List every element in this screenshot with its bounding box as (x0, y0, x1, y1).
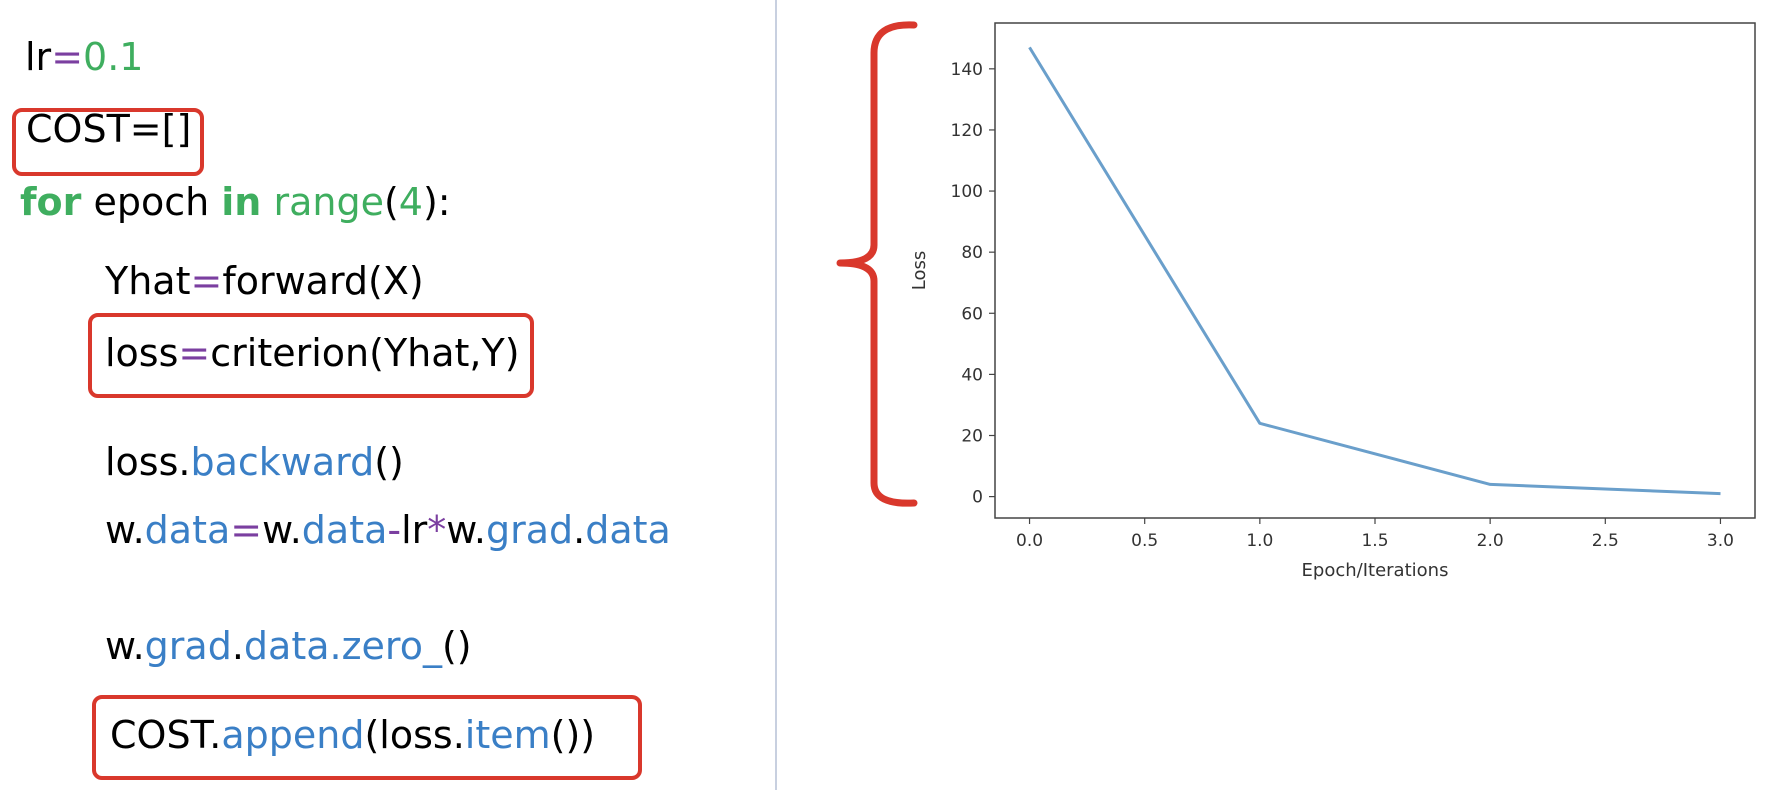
highlight-box-cost (12, 108, 204, 176)
x-tick-label: 1.0 (1246, 531, 1273, 551)
code-token: w. (446, 508, 486, 552)
code-token: 0.1 (83, 35, 144, 79)
code-line-cost: COST=[] (26, 110, 191, 148)
code-line-append: COST.append(loss.item()) (110, 716, 595, 754)
x-tick-label: 0.0 (1016, 531, 1043, 551)
code-line-update: w.data=w.data-lr*w.grad.data (105, 511, 671, 549)
code-token: loss (105, 331, 179, 375)
loss-line (1028, 46, 1721, 496)
highlight-box-append (92, 695, 642, 780)
code-token: () (374, 440, 404, 484)
y-tick-label: 80 (961, 243, 983, 263)
highlight-box-loss (88, 313, 534, 398)
code-token: loss. (105, 440, 191, 484)
code-token (261, 180, 273, 224)
code-token: = (178, 331, 211, 375)
code-token: data (585, 508, 671, 552)
code-token: range (273, 180, 384, 224)
y-tick-label: 0 (972, 488, 983, 508)
code-token: = (230, 508, 263, 552)
code-token: criterion(Yhat,Y) (210, 331, 520, 375)
code-token: () (441, 624, 472, 668)
y-tick-label: 20 (961, 427, 983, 447)
code-line-backward: loss.backward() (105, 443, 404, 481)
x-axis-label: Epoch/Iterations (1302, 560, 1449, 581)
y-axis-label: Loss (909, 251, 930, 290)
curly-brace-path (836, 21, 918, 507)
code-token: w. (262, 508, 302, 552)
x-tick-label: 0.5 (1131, 531, 1158, 551)
code-token: data (144, 508, 231, 552)
code-token: grad (485, 508, 574, 552)
code-token: COST=[] (26, 107, 192, 151)
chart-axes: 0 20 40 60 80 100 120 140 0.0 0.5 1.0 1.5 2.0 2.5 3.0 E… (909, 22, 1756, 581)
code-line-yhat: Yhat=forward(X) (105, 262, 424, 300)
code-token: grad (144, 624, 232, 668)
code-token: data (301, 508, 388, 552)
code-token: ( (383, 180, 399, 224)
code-token: for (20, 180, 82, 224)
code-token: Yhat (105, 259, 191, 303)
loss-chart: 0 20 40 60 80 100 120 140 0.0 0.5 1.0 1.5 2.0 2.5 3.0 E… (909, 22, 1756, 581)
code-line-lr: lr=0.1 (25, 38, 143, 76)
code-token: * (427, 508, 447, 552)
code-token: data.zero_ (243, 624, 442, 668)
code-token: w. (105, 624, 145, 668)
code-token: append (221, 713, 365, 757)
x-tick-label: 2.0 (1477, 531, 1504, 551)
y-tick-label: 100 (951, 182, 983, 202)
code-token: (loss. (364, 713, 465, 757)
curly-brace (836, 21, 918, 507)
plot-frame (994, 22, 1756, 519)
code-token: epoch (81, 180, 222, 224)
code-token: item (464, 713, 551, 757)
code-token: forward(X) (222, 259, 424, 303)
y-tick-label: 40 (961, 365, 983, 385)
code-line-loss: loss=criterion(Yhat,Y) (105, 334, 520, 372)
code-token: COST. (110, 713, 222, 757)
code-token: in (221, 180, 262, 224)
code-line-zero-grad: w.grad.data.zero_() (105, 627, 472, 665)
panel-divider (775, 0, 777, 790)
code-token: 4 (398, 180, 423, 224)
code-token: ): (422, 180, 451, 224)
code-token: w. (105, 508, 145, 552)
code-token: - (387, 508, 402, 552)
x-tick-label: 2.5 (1592, 531, 1619, 551)
code-token: . (573, 508, 586, 552)
x-tick-label: 1.5 (1361, 531, 1388, 551)
code-token: . (231, 624, 244, 668)
y-tick-label: 60 (961, 304, 983, 324)
code-token: backward (190, 440, 375, 484)
code-token: lr (401, 508, 428, 552)
chart-series (1028, 46, 1721, 496)
y-tick-label: 140 (951, 60, 983, 80)
x-tick-label: 3.0 (1707, 531, 1734, 551)
code-token: ()) (550, 713, 596, 757)
y-tick-label: 120 (951, 121, 983, 141)
code-token: = (190, 259, 223, 303)
code-token: lr (25, 35, 52, 79)
code-line-for: for epoch in range(4): (20, 183, 451, 221)
code-token: = (51, 35, 84, 79)
